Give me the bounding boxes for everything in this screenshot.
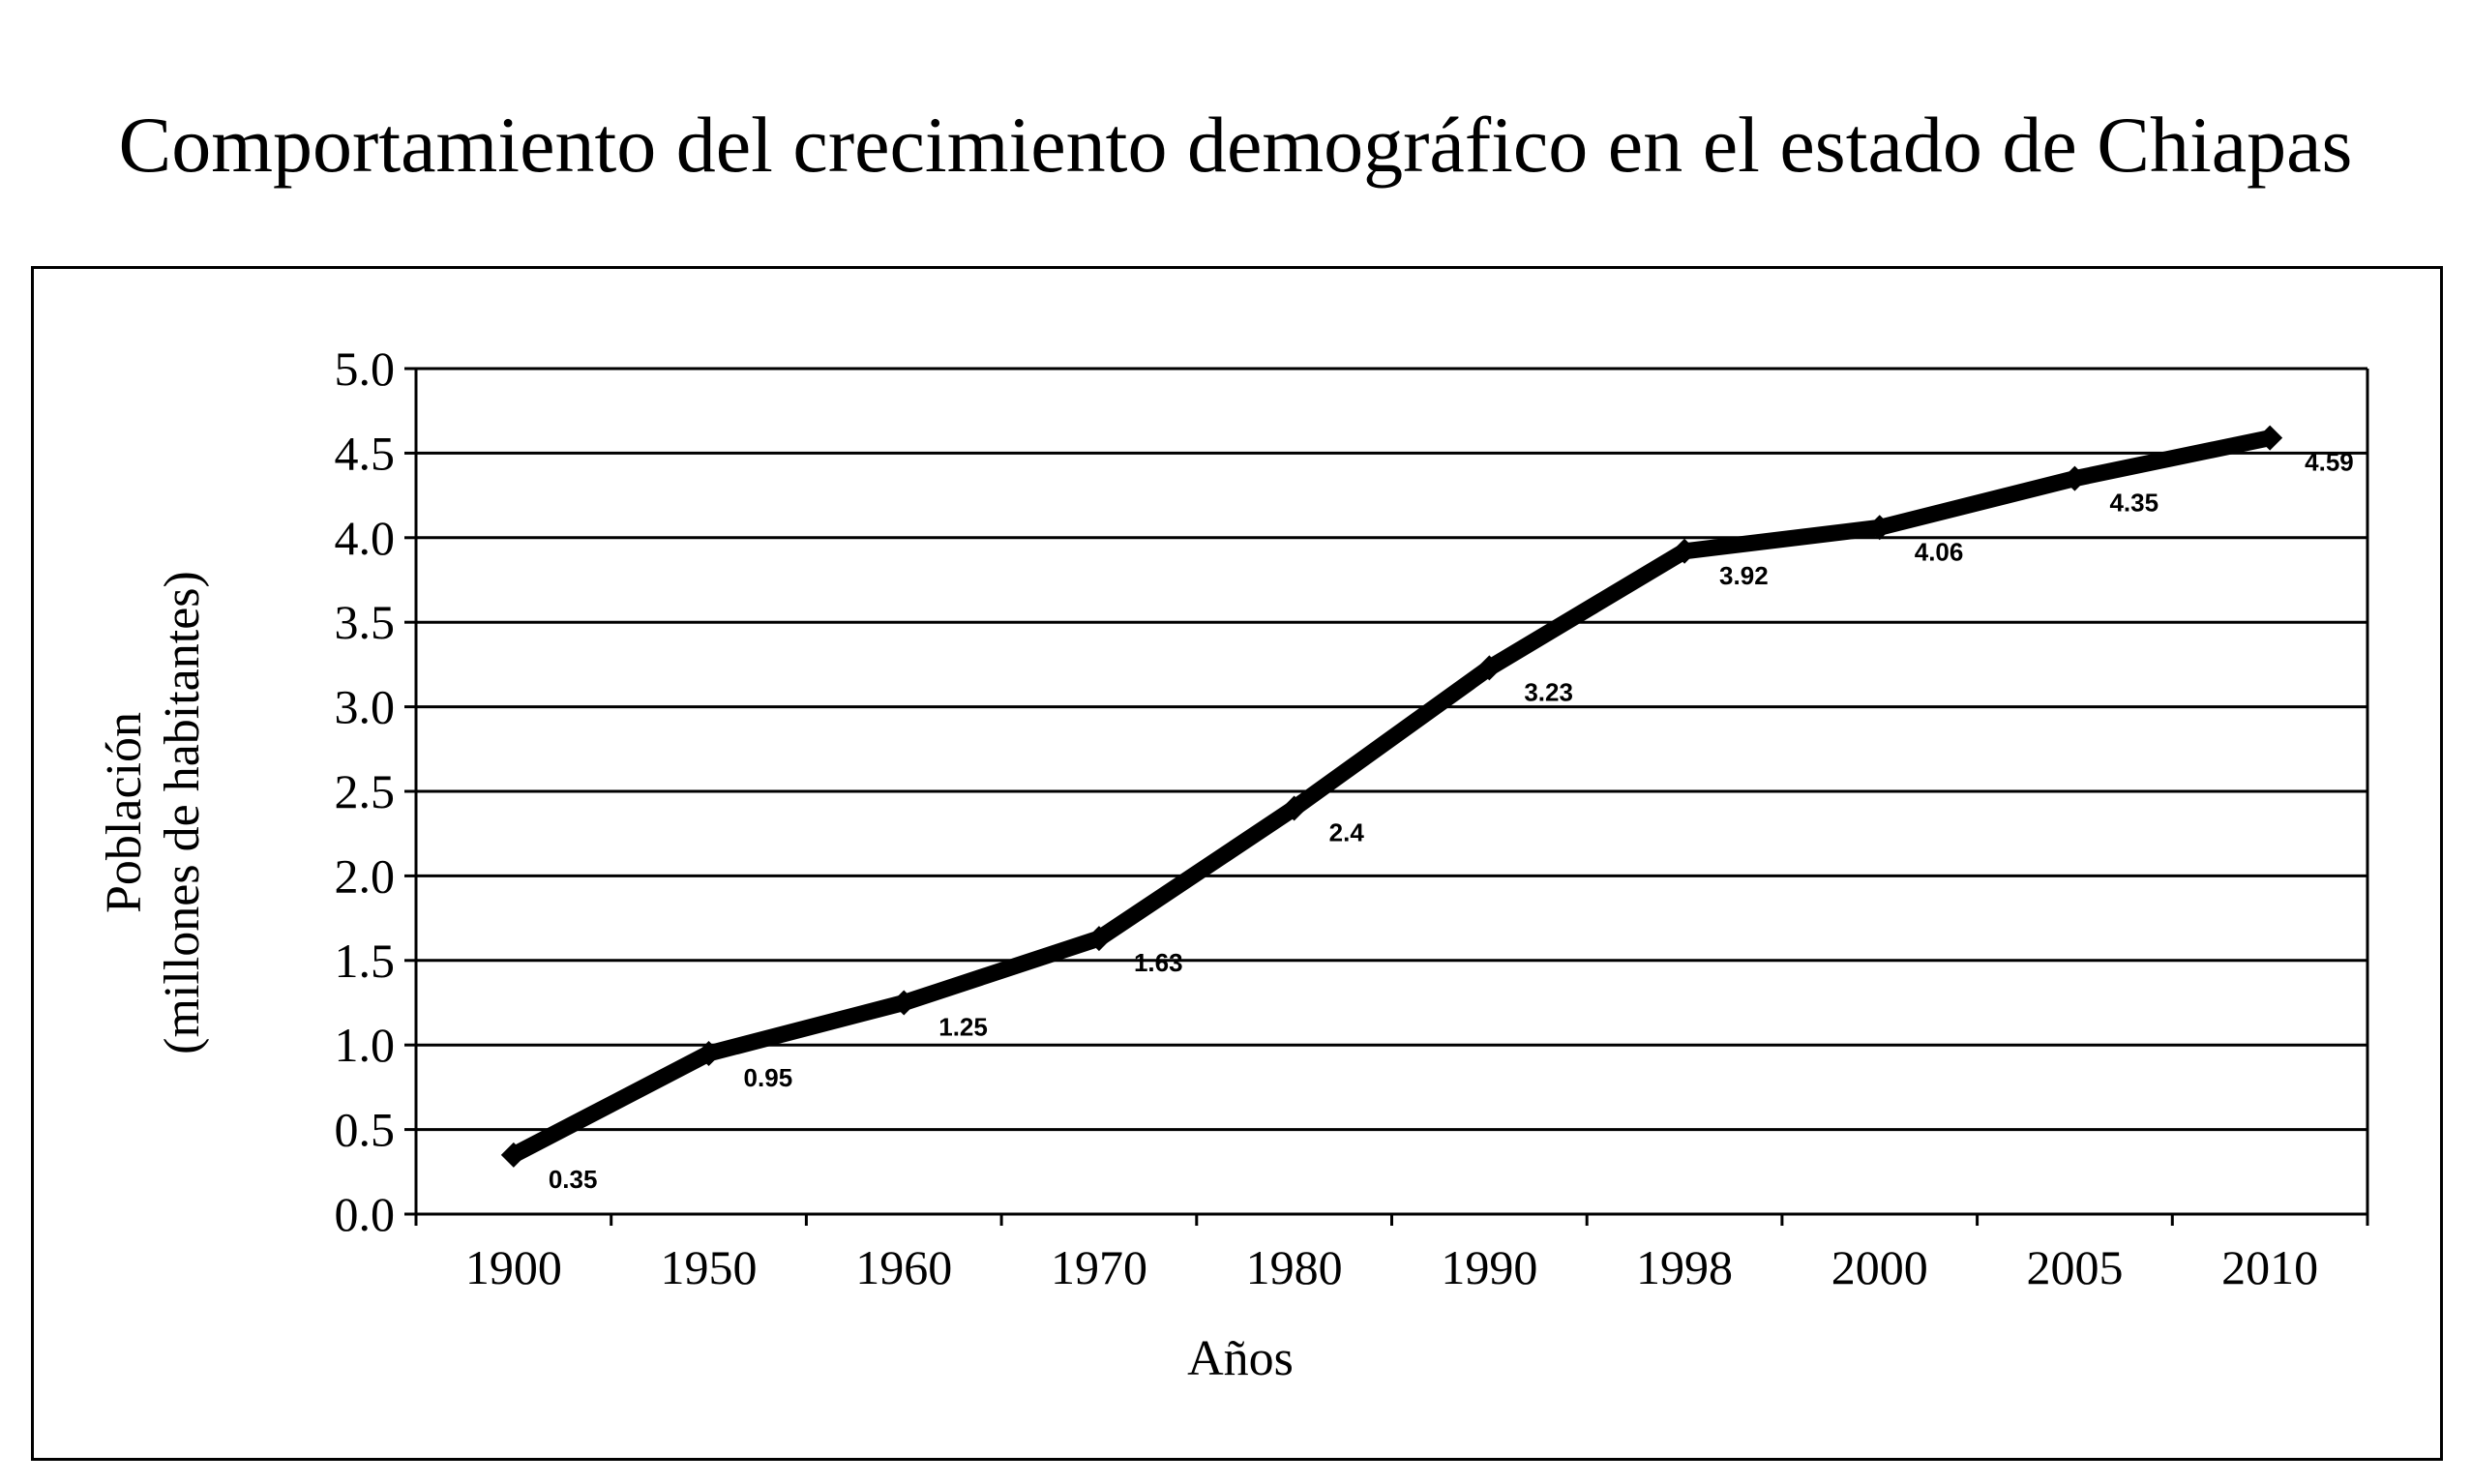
data-point-marker bbox=[1672, 538, 1698, 564]
y-tick-labels: 0.0 0.5 1.0 1.5 2.0 2.5 3.0 3.5 4.0 4.5 5.0 bbox=[335, 341, 396, 1241]
x-axis-title: Años bbox=[1187, 1331, 1294, 1386]
x-tick-label: 1970 bbox=[1051, 1240, 1147, 1294]
x-tick-label: 2000 bbox=[1831, 1240, 1928, 1294]
x-tick-label: 1998 bbox=[1636, 1240, 1733, 1294]
y-tick-label: 5.0 bbox=[335, 341, 396, 396]
axes bbox=[404, 367, 2369, 1226]
data-label: 2.4 bbox=[1329, 817, 1365, 846]
y-tick-label: 1.0 bbox=[335, 1018, 396, 1072]
data-point-marker bbox=[2062, 465, 2088, 491]
data-point-marker bbox=[1086, 926, 1112, 952]
data-point-marker bbox=[891, 990, 917, 1016]
data-label: 4.06 bbox=[1915, 537, 1964, 566]
y-tick-label: 2.5 bbox=[335, 764, 396, 818]
data-point-marker bbox=[1281, 795, 1307, 821]
data-label: 3.23 bbox=[1524, 677, 1573, 706]
data-label: 0.95 bbox=[744, 1063, 793, 1092]
x-tick-label: 1950 bbox=[661, 1240, 758, 1294]
x-tick-label: 2005 bbox=[2026, 1240, 2123, 1294]
y-tick-label: 3.5 bbox=[335, 595, 396, 649]
x-tick-label: 1990 bbox=[1441, 1240, 1537, 1294]
x-tick-label: 1980 bbox=[1246, 1240, 1343, 1294]
chart-title: Comportamiento del crecimiento demográfi… bbox=[118, 101, 2353, 189]
y-axis-title-line1: Población bbox=[97, 712, 152, 913]
data-label: 4.35 bbox=[2109, 489, 2158, 518]
series-markers bbox=[500, 425, 2283, 1168]
y-tick-label: 1.5 bbox=[335, 934, 396, 988]
data-label: 4.59 bbox=[2305, 448, 2354, 477]
data-labels: 0.35 0.95 1.25 1.63 2.4 3.23 3.92 4.06 4.35 4.59 bbox=[549, 448, 2354, 1194]
data-label: 1.25 bbox=[938, 1013, 988, 1042]
y-tick-label: 0.0 bbox=[335, 1187, 396, 1241]
y-tick-label: 3.0 bbox=[335, 680, 396, 734]
y-tick-label: 2.0 bbox=[335, 848, 396, 903]
x-tick-label: 1960 bbox=[855, 1240, 952, 1294]
chart-frame: 0.0 0.5 1.0 1.5 2.0 2.5 3.0 3.5 4.0 4.5 5.0 1900 19… bbox=[31, 266, 2443, 1461]
data-point-marker bbox=[1476, 655, 1503, 681]
x-tick-label: 1900 bbox=[465, 1240, 562, 1294]
y-tick-label: 0.5 bbox=[335, 1103, 396, 1157]
data-label: 3.92 bbox=[1719, 561, 1769, 590]
series-line bbox=[505, 430, 2278, 1164]
data-point-marker bbox=[2257, 425, 2283, 451]
y-axis-title: Población (millones de habitantes) bbox=[97, 571, 210, 1054]
data-point-marker bbox=[1866, 515, 1892, 541]
y-axis-title-line2: (millones de habitantes) bbox=[155, 571, 210, 1054]
y-tick-label: 4.0 bbox=[335, 511, 396, 565]
line-chart: 0.00.51.01.52.02.53.03.54.04.55.0 1900 19… bbox=[97, 341, 2369, 1386]
data-label: 0.35 bbox=[549, 1165, 598, 1194]
x-tick-labels: 1900 1950 1960 1970 1980 1990 1998 2000 2005 2010 bbox=[465, 1240, 2318, 1294]
x-tick-label: 2010 bbox=[2221, 1240, 2318, 1294]
data-label: 1.63 bbox=[1134, 948, 1183, 977]
y-tick-label: 4.5 bbox=[335, 426, 396, 480]
data-point-marker bbox=[696, 1040, 722, 1066]
data-point-marker bbox=[500, 1142, 526, 1168]
series-line-path bbox=[505, 430, 2278, 1164]
